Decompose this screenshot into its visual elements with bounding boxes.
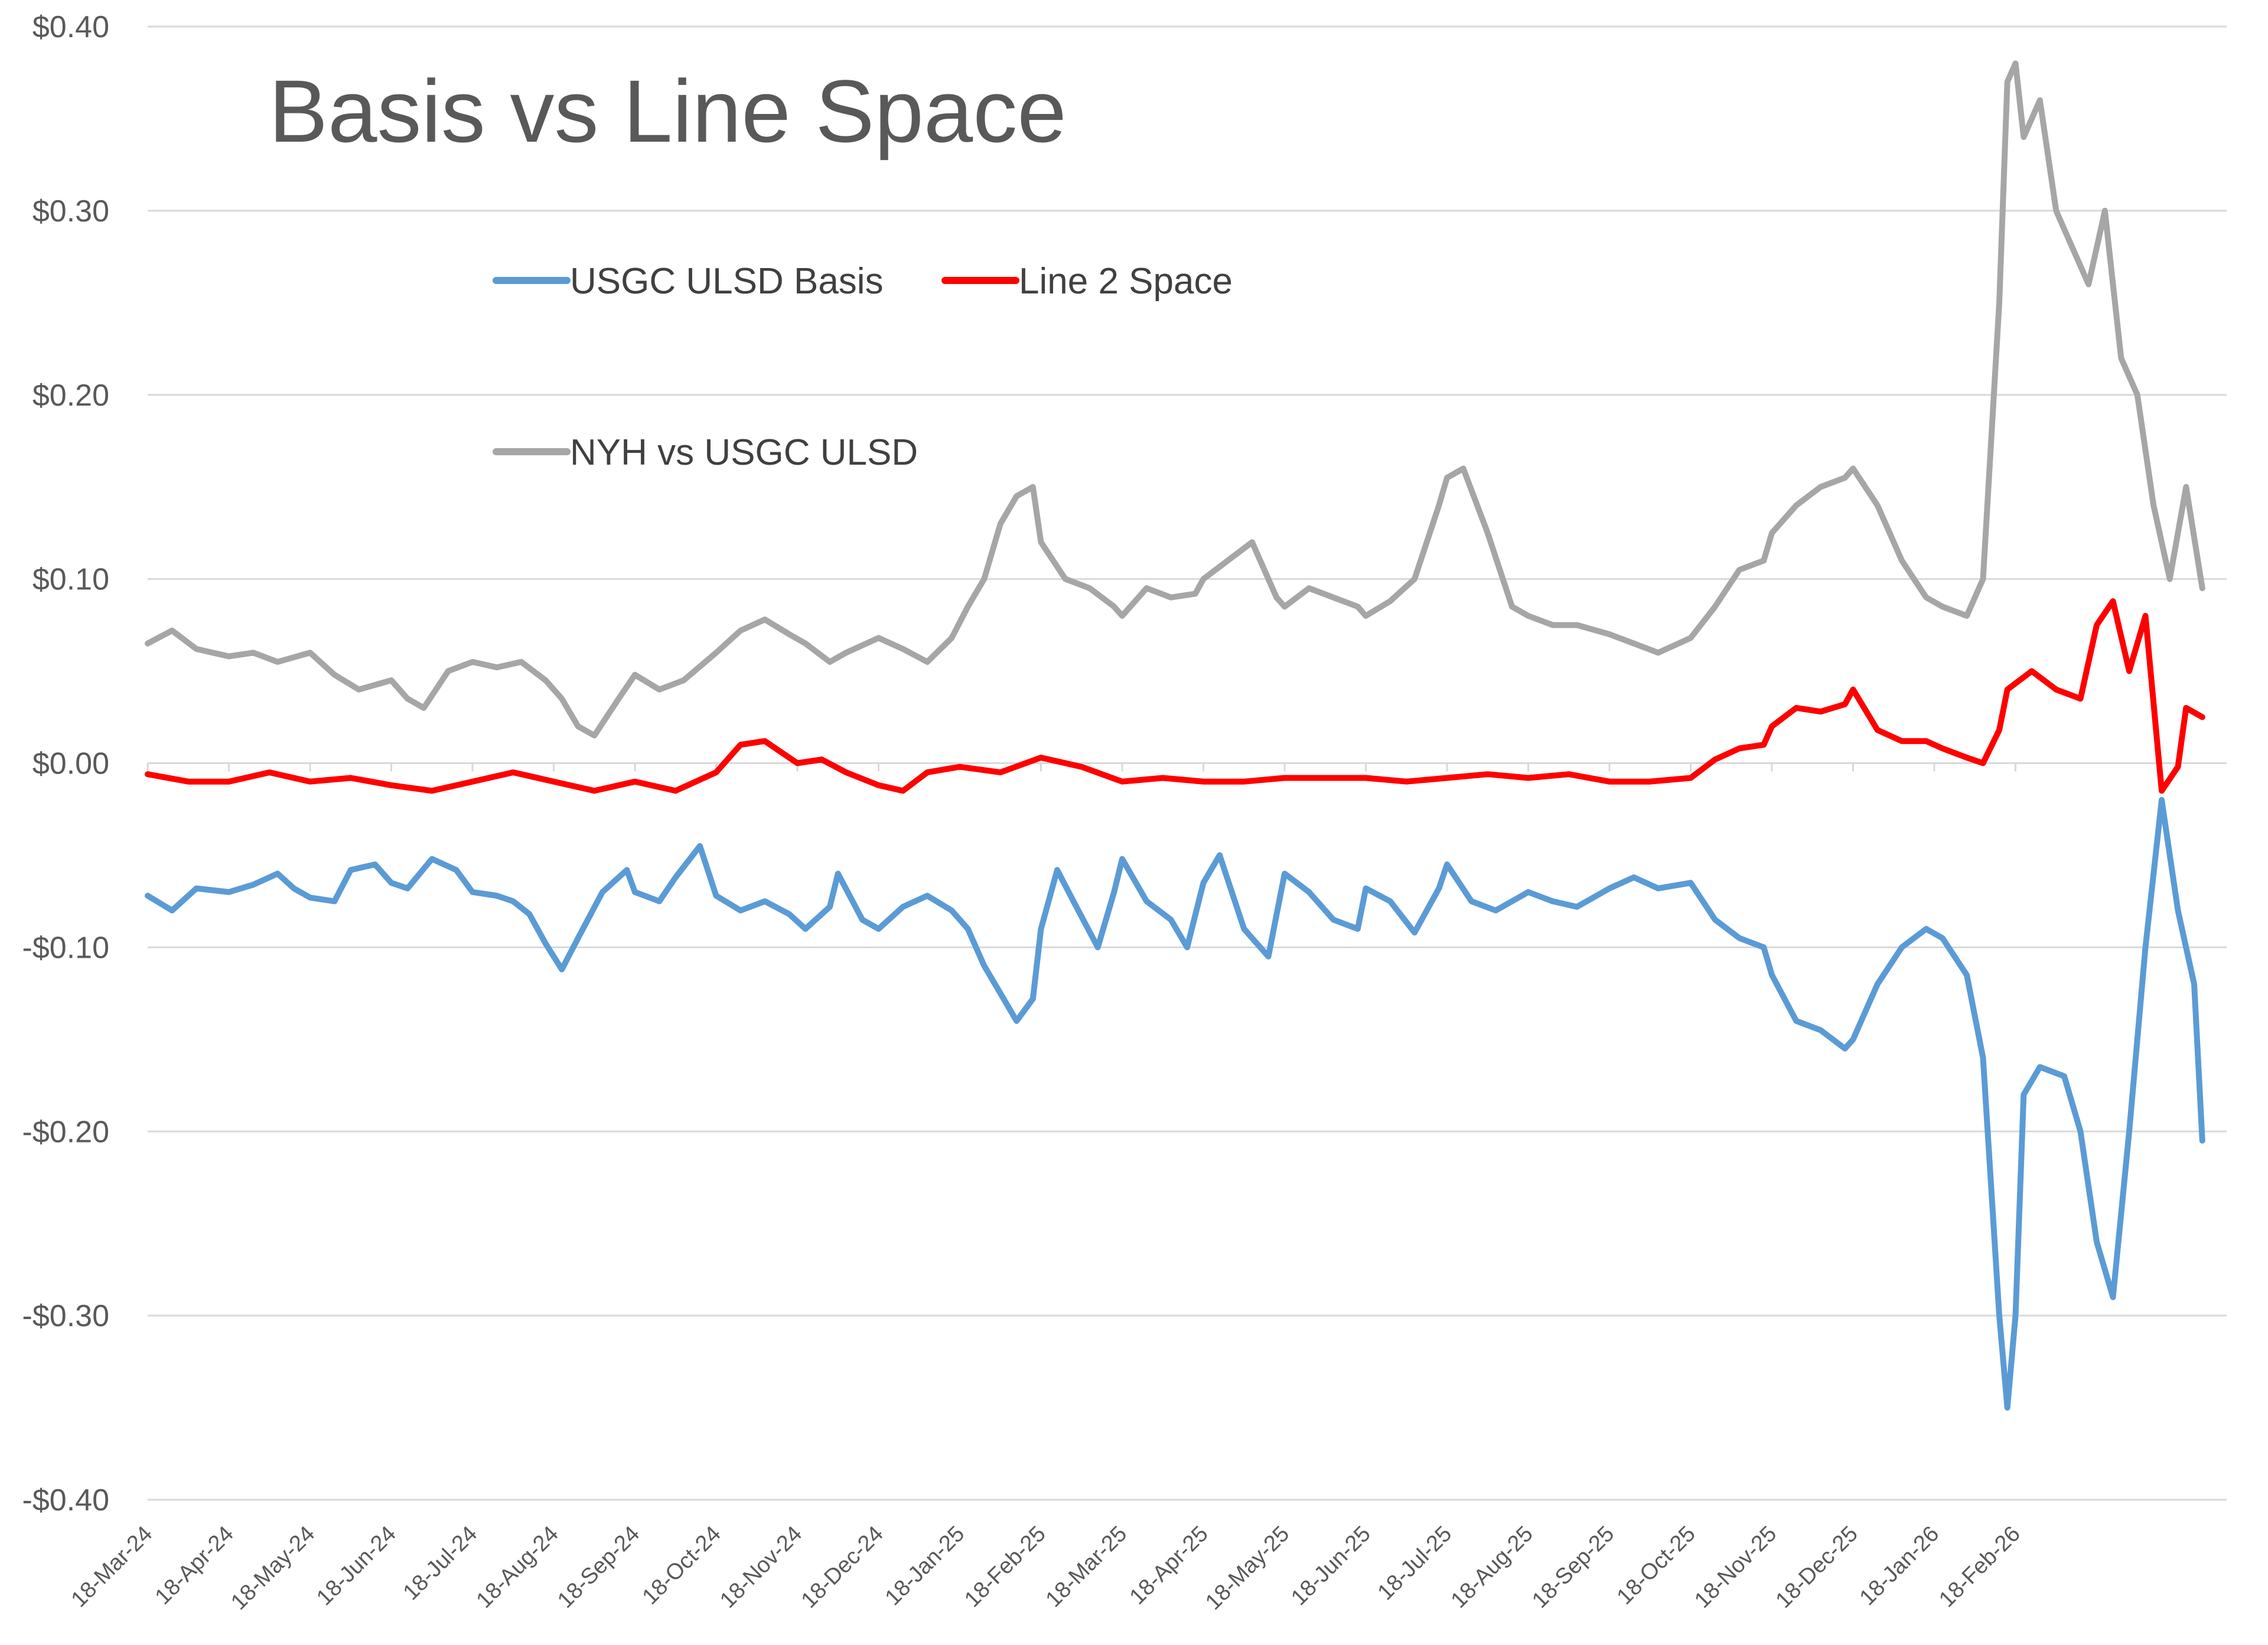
series-line-line-2-space	[145, 598, 2205, 794]
y-tick-label: -$0.40	[22, 1483, 109, 1517]
series-line-nyh-vs-usgc-ulsd	[145, 60, 2205, 739]
y-tick-label: -$0.10	[22, 931, 109, 965]
y-tick-label: -$0.30	[22, 1299, 109, 1333]
chart-title: Basis vs Line Space	[269, 61, 1067, 161]
legend-label: NYH vs USGC ULSD	[570, 432, 918, 473]
y-tick-label: $0.30	[32, 194, 109, 229]
series-line-usgc-ulsd-basis	[145, 797, 2205, 1411]
y-tick-label: $0.00	[32, 747, 109, 781]
y-tick-label: $0.10	[32, 563, 109, 597]
legend-label: Line 2 Space	[1019, 261, 1233, 302]
legend-label: USGC ULSD Basis	[570, 261, 884, 302]
y-tick-label: -$0.20	[22, 1115, 109, 1149]
series-lines	[145, 60, 2205, 1411]
legend: USGC ULSD Basis Line 2 Space NYH vs USGC U…	[493, 261, 1233, 473]
y-axis-ticks: $0.40 $0.30 $0.20 $0.10 $0.00 -$0.10 -$0.20 -$0…	[22, 10, 109, 1517]
y-tick-label: $0.40	[32, 10, 109, 44]
y-tick-label: $0.20	[32, 378, 109, 413]
